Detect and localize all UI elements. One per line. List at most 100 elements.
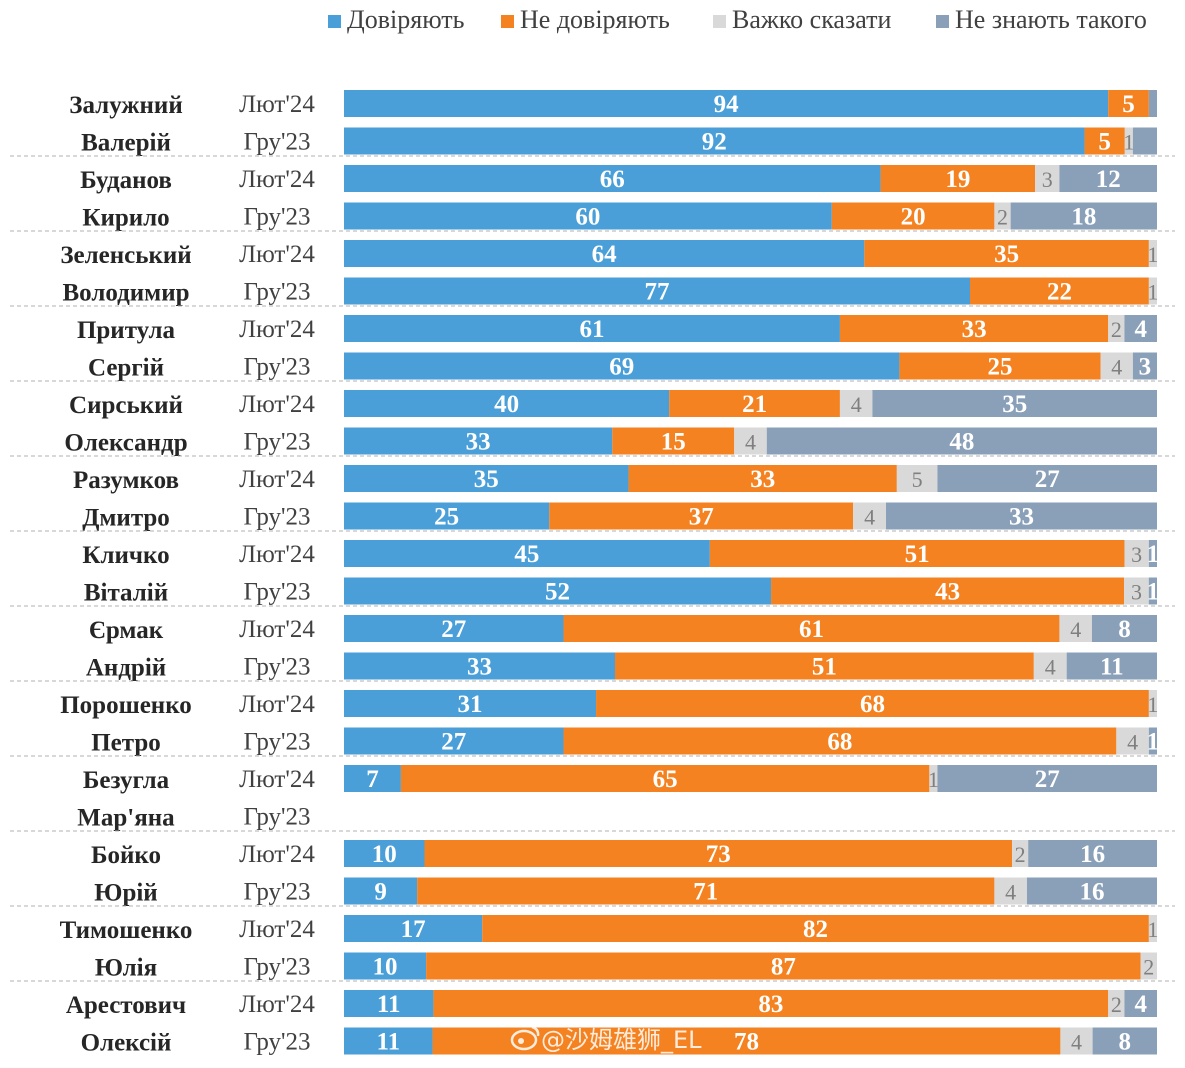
bar-segment-unknown	[1066, 652, 1157, 680]
bar-segment-unknown	[1148, 540, 1157, 567]
bar-segment-hard_to_say	[896, 465, 938, 492]
bar-label-hard_to_say: 1	[1147, 917, 1158, 942]
bar-segment-hard_to_say	[1059, 615, 1092, 642]
bar-label-hard_to_say: 4	[1111, 355, 1122, 380]
legend-label-unknown: Не знають такого	[955, 5, 1147, 34]
bar-segment-distrust	[839, 315, 1109, 342]
bar-segment-hard_to_say	[853, 502, 886, 530]
bar-segment-trust	[344, 615, 564, 642]
bar-label-trust: 35	[474, 466, 499, 493]
bar-segment-unknown	[1132, 127, 1157, 155]
bar-label-trust: 45	[514, 541, 539, 568]
legend: Довіряють Не довіряють Важко сказати Не зна…	[328, 5, 1147, 34]
bar-label-unknown: 48	[949, 429, 974, 456]
bar-label-hard_to_say: 5	[912, 467, 923, 492]
bar-label-unknown: 4	[1134, 316, 1147, 343]
bar-label-trust: 69	[609, 354, 634, 381]
period-label: Гру'23	[243, 279, 310, 306]
bar-label-hard_to_say: 4	[1005, 880, 1016, 905]
period-label: Гру'23	[243, 129, 310, 156]
bar-segment-unknown	[1124, 990, 1157, 1017]
bar-label-unknown: 16	[1079, 879, 1104, 906]
person-surname: Буданов	[80, 167, 172, 194]
bar-segment-distrust	[596, 690, 1149, 717]
bar-segment-unknown	[1148, 577, 1157, 605]
bar-segment-distrust	[831, 202, 995, 230]
watermark: @沙姆雄狮_EL	[510, 1025, 702, 1054]
period-label: Гру'23	[243, 204, 310, 231]
bar-segment-distrust	[433, 990, 1109, 1017]
bar-label-hard_to_say: 4	[1071, 1030, 1082, 1055]
bar-segment-distrust	[563, 615, 1060, 642]
bar-segment-hard_to_say	[839, 390, 873, 417]
bar-label-hard_to_say: 1	[1147, 280, 1158, 305]
bar-segment-distrust	[1084, 127, 1125, 155]
bar-segment-distrust	[615, 652, 1034, 680]
person-firstname: Валерій	[81, 130, 171, 157]
person-surname: Разумков	[73, 467, 179, 494]
bar-segment-hard_to_say	[1148, 277, 1157, 305]
person-firstname: Юлія	[95, 955, 157, 982]
bar-segment-trust	[344, 465, 629, 492]
bar-segment-trust	[344, 165, 881, 192]
period-label: Лют'24	[239, 466, 315, 493]
person-surname: Притула	[77, 317, 176, 344]
period-label: Лют'24	[239, 316, 315, 343]
bar-segment-distrust	[771, 577, 1125, 605]
bar-label-trust: 10	[372, 841, 397, 868]
bar-label-hard_to_say: 2	[1015, 842, 1026, 867]
bar-segment-trust	[344, 990, 434, 1017]
bar-segment-trust	[344, 127, 1085, 155]
bar-label-distrust: 22	[1047, 279, 1072, 306]
bar-segment-hard_to_say	[1148, 240, 1157, 267]
bar-label-distrust: 51	[905, 541, 930, 568]
person-surname: Арестович	[66, 992, 186, 1019]
legend-label-trust: Довіряють	[347, 5, 465, 34]
bar-label-hard_to_say: 3	[1131, 542, 1142, 567]
period-label: Лют'24	[239, 166, 315, 193]
bar-segment-trust	[344, 315, 840, 342]
bar-label-trust: 60	[575, 204, 600, 231]
bar-label-distrust: 15	[661, 429, 686, 456]
bar-label-distrust: 43	[935, 579, 960, 606]
bar-label-unknown: 4	[1134, 991, 1147, 1018]
bar-segment-trust	[344, 240, 865, 267]
person-surname: Залужний	[69, 92, 182, 119]
bar-label-distrust: 19	[945, 166, 970, 193]
bar-segment-trust	[344, 202, 832, 230]
bar-segment-unknown	[766, 427, 1157, 455]
bar-segment-distrust	[417, 877, 995, 905]
person-surname: Тимошенко	[60, 917, 193, 944]
bar-label-hard_to_say: 3	[1042, 167, 1053, 192]
person-surname: Кличко	[82, 542, 169, 569]
bar-label-hard_to_say: 4	[1127, 730, 1138, 755]
bar-segment-distrust	[970, 277, 1149, 305]
period-label: Гру'23	[243, 954, 310, 981]
bar-segment-trust	[344, 690, 597, 717]
bar-segment-unknown	[1148, 727, 1157, 755]
bar-label-unknown: 27	[1035, 466, 1060, 493]
bar-label-hard_to_say: 3	[1131, 580, 1142, 605]
person-firstname: Дмитро	[82, 505, 170, 532]
bar-label-distrust: 83	[758, 991, 783, 1018]
bar-segment-hard_to_say	[1148, 690, 1157, 717]
legend-swatch-trust	[328, 15, 341, 28]
bar-segment-hard_to_say	[1108, 315, 1125, 342]
person-surname: Єрмак	[89, 617, 164, 644]
bar-segment-distrust	[549, 502, 854, 530]
bar-label-unknown: 27	[1035, 766, 1060, 793]
person-group: Сирський Олександр Лют'24 40 21 4 35 Гру'23 33 15…	[64, 390, 1157, 457]
bar-label-distrust: 82	[803, 916, 828, 943]
person-firstname: Олексій	[81, 1030, 172, 1057]
bar-segment-unknown	[1132, 352, 1157, 380]
bar-label-hard_to_say: 4	[1070, 617, 1081, 642]
period-label: Гру'23	[243, 729, 310, 756]
bar-label-hard_to_say: 2	[1143, 955, 1154, 980]
legend-swatch-distrust	[501, 15, 514, 28]
bar-segment-unknown	[1124, 315, 1157, 342]
person-firstname: Олександр	[64, 430, 187, 457]
bar-segment-hard_to_say	[1116, 727, 1149, 755]
